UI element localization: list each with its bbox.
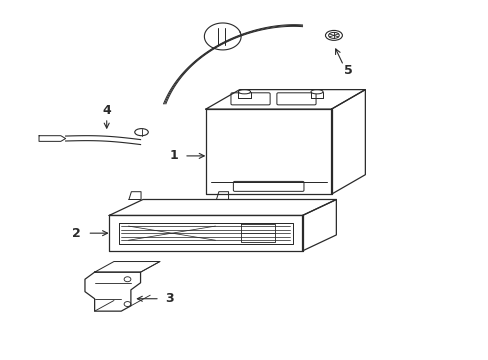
- Text: 1: 1: [170, 149, 179, 162]
- Text: 3: 3: [165, 292, 174, 305]
- FancyBboxPatch shape: [233, 181, 304, 192]
- Ellipse shape: [325, 31, 342, 40]
- FancyBboxPatch shape: [276, 93, 315, 105]
- FancyBboxPatch shape: [230, 93, 269, 105]
- Ellipse shape: [238, 90, 250, 94]
- Ellipse shape: [135, 129, 148, 136]
- Text: 5: 5: [344, 64, 352, 77]
- Ellipse shape: [310, 90, 323, 94]
- Text: 4: 4: [102, 104, 111, 117]
- Ellipse shape: [328, 32, 339, 39]
- Text: 2: 2: [72, 227, 81, 240]
